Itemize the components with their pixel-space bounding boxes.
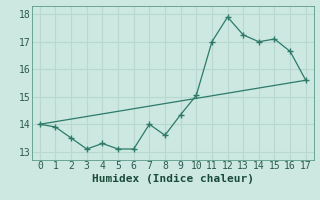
X-axis label: Humidex (Indice chaleur): Humidex (Indice chaleur) [92, 174, 254, 184]
